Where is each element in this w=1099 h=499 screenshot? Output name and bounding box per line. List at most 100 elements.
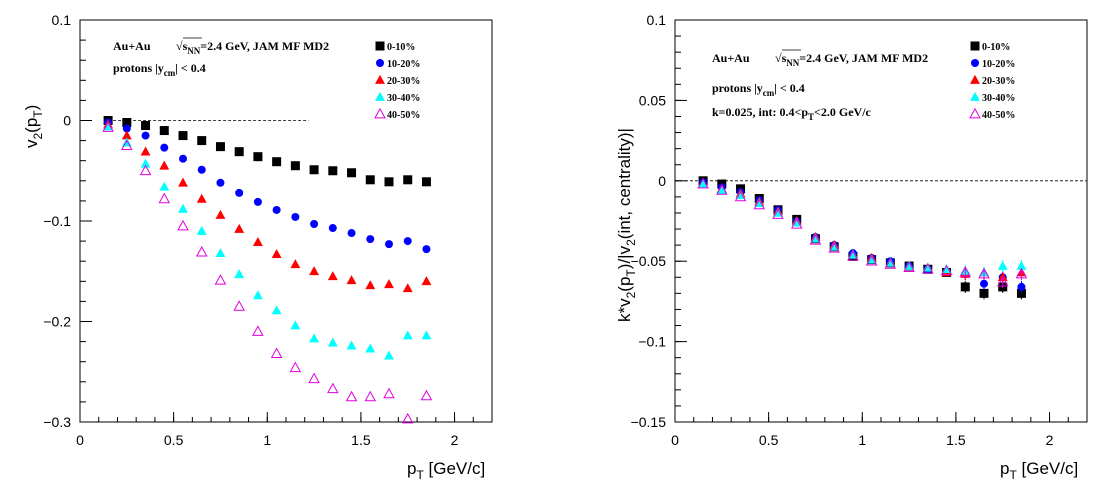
legend-marker-0-10% <box>970 41 980 51</box>
data-point-10-20% <box>403 237 412 246</box>
xtick-label: 2 <box>451 432 459 448</box>
data-point-0-10% <box>979 288 989 298</box>
data-point-20-30% <box>384 279 394 289</box>
data-point-30-40% <box>402 330 413 340</box>
data-point-0-10% <box>960 282 970 292</box>
data-point-10-20% <box>980 279 988 288</box>
legend-label: 30-40% <box>387 93 420 104</box>
data-point-30-40% <box>365 343 376 353</box>
legend-label: 30-40% <box>982 93 1015 104</box>
legend-marker-30-40% <box>375 91 385 101</box>
right-yaxis-label: k*v2(pT)/|v2(int, centrality)| <box>615 128 638 322</box>
data-point-40-50% <box>383 387 395 399</box>
data-point-0-10% <box>122 118 132 128</box>
data-point-40-50% <box>345 390 358 402</box>
data-point-10-20% <box>291 212 300 221</box>
data-point-10-20% <box>272 205 281 214</box>
data-point-40-50% <box>139 164 152 176</box>
legend-marker-30-40% <box>970 91 980 101</box>
data-point-40-50% <box>233 300 245 311</box>
data-point-20-30% <box>121 130 132 140</box>
left-panel: 0 0.5 1 1.5 2 −0.3 −0.2 −0.1 0 0.1 pT [GeV/c] v2(… <box>22 12 493 482</box>
xtick-label: 0 <box>671 432 679 448</box>
legend-label: 0-10% <box>387 42 415 53</box>
data-point-10-20% <box>366 235 375 244</box>
legend-marker-20-30% <box>375 74 385 84</box>
data-point-20-30% <box>271 249 282 259</box>
data-point-40-50% <box>697 177 709 189</box>
legend-label: 10-20% <box>982 59 1015 70</box>
data-point-0-10% <box>178 131 188 141</box>
legend-marker-0-10% <box>375 41 385 51</box>
data-point-40-50% <box>884 258 897 269</box>
data-point-40-50% <box>327 382 339 394</box>
legend-label: 40-50% <box>387 110 420 121</box>
data-point-10-20% <box>310 220 319 229</box>
data-point-40-50% <box>809 234 822 245</box>
data-point-40-50% <box>102 121 114 132</box>
data-point-10-20% <box>179 154 187 163</box>
data-point-40-50% <box>716 184 728 195</box>
data-point-20-30% <box>346 275 357 285</box>
data-point-40-50% <box>308 372 320 384</box>
data-point-30-40% <box>271 305 282 315</box>
data-point-40-50% <box>903 261 915 272</box>
data-point-30-40% <box>140 158 151 168</box>
data-point-40-50% <box>996 275 1009 287</box>
data-point-40-50% <box>847 250 859 261</box>
data-point-0-10% <box>272 157 282 167</box>
data-point-20-30% <box>327 271 338 281</box>
data-point-0-10% <box>215 142 225 152</box>
legend-marker-10-20% <box>971 59 979 67</box>
data-point-30-40% <box>252 290 263 300</box>
data-point-20-30% <box>402 283 413 293</box>
data-point-20-30% <box>140 146 151 156</box>
data-point-40-50% <box>828 242 840 253</box>
data-point-40-50% <box>772 208 784 219</box>
ytick-label: −0.15 <box>631 414 667 430</box>
data-point-10-20% <box>122 124 131 133</box>
data-point-20-30% <box>196 193 207 203</box>
left-data-points <box>102 116 433 424</box>
legend-marker-10-20% <box>376 59 384 67</box>
data-point-30-40% <box>327 337 338 347</box>
right-xaxis-label: pT [GeV/c] <box>1000 459 1078 482</box>
data-point-0-10% <box>309 165 319 175</box>
data-point-0-10% <box>384 177 394 187</box>
data-point-10-20% <box>197 165 206 174</box>
data-point-20-30% <box>159 160 170 170</box>
data-point-0-10% <box>347 168 357 178</box>
data-point-40-50% <box>177 219 189 231</box>
right-annotation-k: k=0.025, int: 0.4<pT<2.0 GeV/c <box>712 105 872 122</box>
right-data-points <box>697 176 1028 300</box>
data-point-20-30% <box>234 223 245 233</box>
data-point-0-10% <box>234 147 244 157</box>
left-annotation-protons: protons |ycm| < 0.4 <box>113 61 206 78</box>
data-point-30-40% <box>997 260 1008 270</box>
xtick-label: 0 <box>76 432 84 448</box>
data-point-10-20% <box>328 224 337 233</box>
data-point-40-50% <box>158 192 171 204</box>
legend-label: 20-30% <box>387 76 420 87</box>
right-annotation-energy: √sNN=2.4 GeV, JAM MF MD2 <box>775 51 928 68</box>
left-yaxis-label: v2(pT) <box>22 105 45 148</box>
data-point-40-50% <box>289 361 302 373</box>
data-point-40-50% <box>734 190 747 202</box>
xtick-label: 1.5 <box>946 432 966 448</box>
data-point-0-10% <box>328 166 338 176</box>
left-axis-ticks: 0 0.5 1 1.5 2 −0.3 −0.2 −0.1 0 0.1 <box>43 12 493 448</box>
left-legend: 0-10% 10-20% 20-30% 30-40% 40-50% <box>374 41 420 121</box>
data-point-10-20% <box>1017 282 1026 291</box>
data-point-40-50% <box>790 218 803 229</box>
data-point-30-40% <box>234 269 245 279</box>
data-point-40-50% <box>753 198 766 210</box>
data-point-0-10% <box>1016 288 1026 298</box>
ytick-label: −0.1 <box>43 213 71 229</box>
data-point-40-50% <box>865 255 878 266</box>
data-point-40-50% <box>922 263 934 274</box>
left-annotation-energy: √sNN=2.4 GeV, JAM MF MD2 <box>176 39 329 56</box>
data-point-30-40% <box>1016 260 1027 270</box>
ytick-label: 0 <box>658 173 666 189</box>
data-point-20-30% <box>421 276 432 286</box>
